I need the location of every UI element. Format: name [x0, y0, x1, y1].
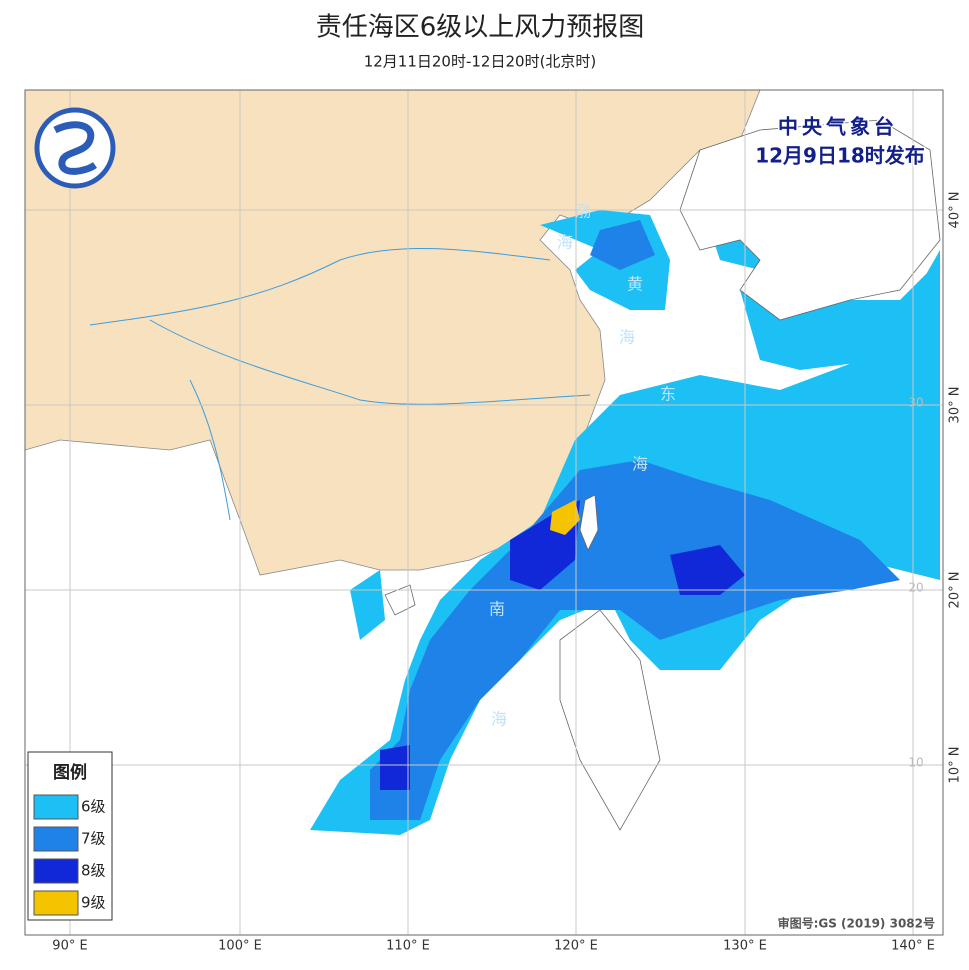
- issue-time: 12月9日18时发布: [755, 144, 925, 168]
- lon-label: 130° E: [723, 939, 767, 954]
- sea-label: 海: [491, 710, 507, 729]
- sea-label: 海: [557, 233, 573, 252]
- wind-7: [370, 220, 900, 820]
- legend-swatch: [33, 826, 79, 852]
- sea-label: 东: [660, 385, 676, 404]
- lon-label: 90° E: [52, 939, 87, 954]
- legend-label: 7级: [81, 830, 106, 848]
- sea-label: 渤: [575, 202, 591, 221]
- legend-swatch: [33, 890, 79, 916]
- inner-lat-label: 30: [908, 396, 923, 410]
- legend-swatch: [33, 794, 79, 820]
- legend: 图例 6级 7级 8级 9级: [27, 751, 113, 921]
- map-frame: [24, 89, 944, 936]
- inner-lat-label: 20: [908, 581, 923, 595]
- issuer-name: 中央气象台: [778, 115, 898, 139]
- wind-9: [550, 500, 580, 535]
- lat-label: 40° N: [948, 192, 963, 229]
- legend-swatch: [33, 858, 79, 884]
- sea-label: 南: [489, 600, 505, 619]
- lon-label: 110° E: [386, 939, 430, 954]
- subtitle: 12月11日20时-12日20时(北京时): [364, 53, 597, 71]
- sea-label: 黄: [627, 275, 643, 294]
- lat-label: 20° N: [948, 572, 963, 609]
- title: 责任海区6级以上风力预报图: [316, 13, 645, 43]
- legend-title: 图例: [53, 762, 87, 783]
- lon-label: 140° E: [891, 939, 935, 954]
- wind-8: [380, 500, 745, 790]
- legend-label: 8级: [81, 862, 106, 880]
- map-area: [25, 90, 943, 935]
- legend-label: 9级: [81, 894, 106, 912]
- sea-label: 海: [619, 328, 635, 347]
- legend-label: 6级: [81, 798, 106, 816]
- rivers: [89, 247, 591, 521]
- sea-label: 海: [632, 455, 648, 474]
- review-number: 审图号:GS (2019) 3082号: [778, 916, 935, 931]
- inner-lat-label: 10: [908, 756, 923, 770]
- graticule: [25, 90, 943, 935]
- lon-label: 120° E: [554, 939, 598, 954]
- lat-label: 10° N: [948, 747, 963, 784]
- islands: [384, 119, 941, 831]
- lat-label: 30° N: [948, 387, 963, 424]
- logo: [34, 107, 116, 189]
- lon-label: 100° E: [218, 939, 262, 954]
